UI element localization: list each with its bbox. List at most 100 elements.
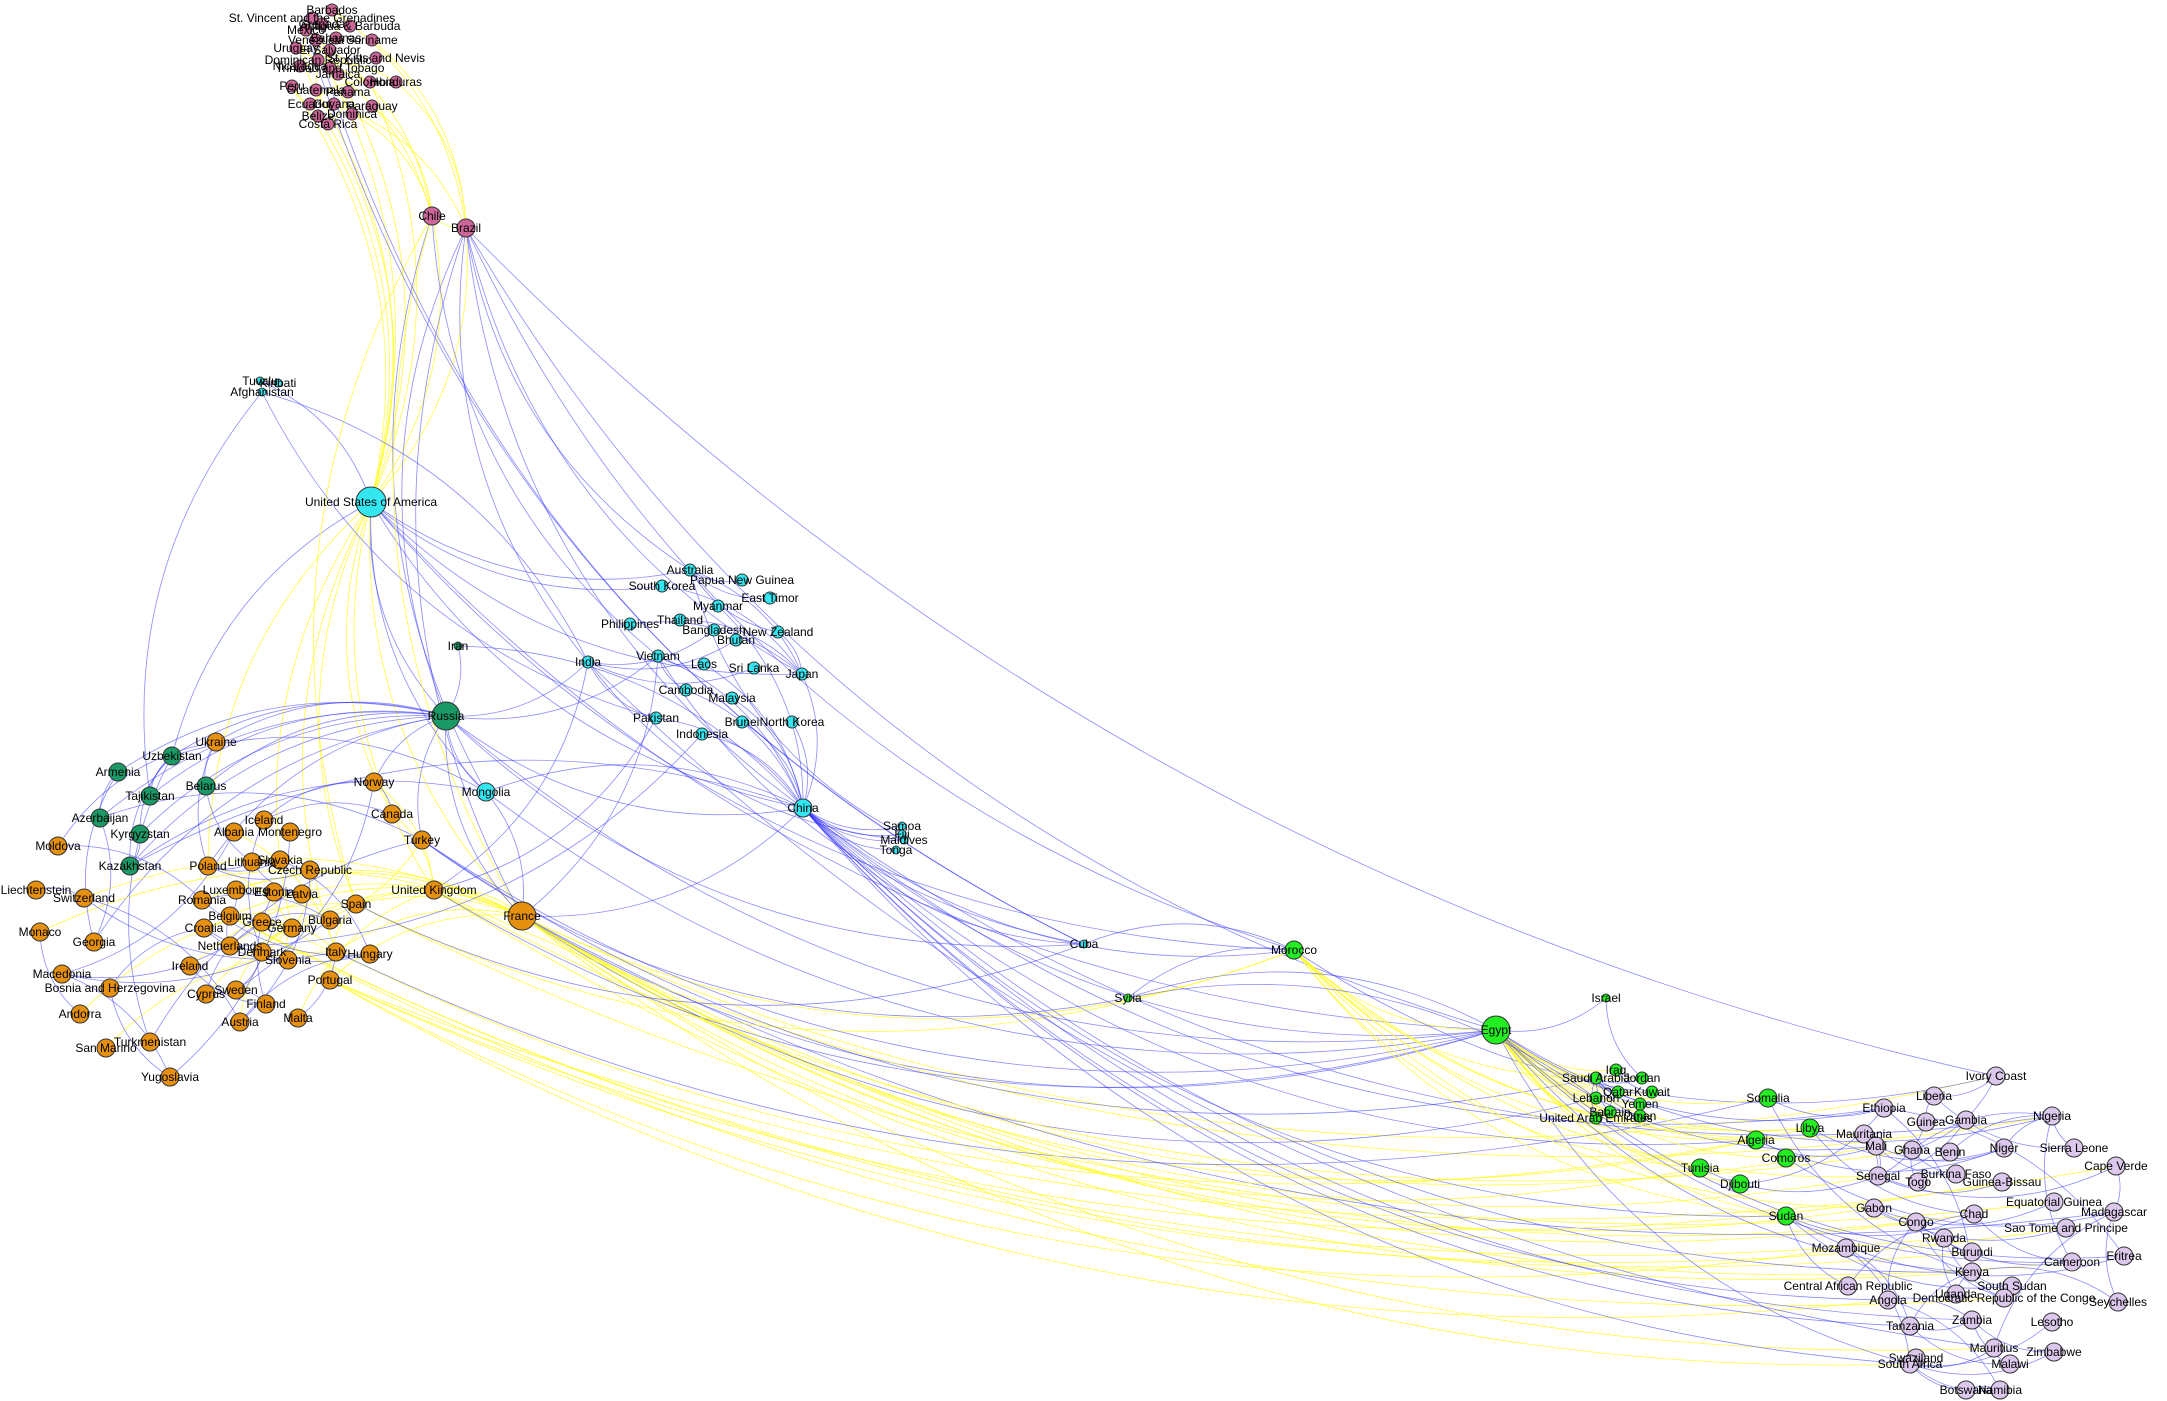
node-slovakia[interactable] — [270, 850, 290, 870]
node-mauritius[interactable] — [1984, 1338, 2004, 1358]
node-east-timor[interactable] — [763, 591, 777, 605]
node-nigeria[interactable] — [2042, 1106, 2062, 1126]
node-ethiopia[interactable] — [1874, 1098, 1894, 1118]
node-barbados[interactable] — [325, 3, 339, 17]
node-democratic-republic-of-the-congo[interactable] — [1994, 1288, 2014, 1308]
node-kuwait[interactable] — [1645, 1085, 1659, 1099]
node-oman[interactable] — [1633, 1109, 1647, 1123]
node-bahamas[interactable] — [329, 31, 343, 45]
node-albania[interactable] — [224, 822, 244, 842]
node-tajikistan[interactable] — [140, 786, 160, 806]
node-north-korea[interactable] — [785, 715, 799, 729]
node-tonga[interactable] — [891, 845, 901, 855]
node-thailand[interactable] — [673, 613, 687, 627]
node-cambodia[interactable] — [679, 683, 693, 697]
node-niger[interactable] — [1994, 1138, 2014, 1158]
node-yugoslavia[interactable] — [160, 1067, 180, 1087]
node-ghana[interactable] — [1902, 1140, 1922, 1160]
node-angola[interactable] — [1878, 1290, 1898, 1310]
node-estonia[interactable] — [264, 882, 284, 902]
node-nicaragua[interactable] — [293, 59, 307, 73]
node-dominican-republic[interactable] — [311, 53, 325, 67]
node-tunisia[interactable] — [1690, 1158, 1710, 1178]
node-croatia[interactable] — [194, 918, 214, 938]
node-myanmar[interactable] — [711, 599, 725, 613]
node-netherlands[interactable] — [220, 936, 240, 956]
node-costa-rica[interactable] — [321, 117, 335, 131]
node-russia[interactable] — [431, 701, 461, 731]
node-liberia[interactable] — [1924, 1086, 1944, 1106]
node-senegal[interactable] — [1868, 1166, 1888, 1186]
node-uruguay[interactable] — [289, 41, 303, 55]
node-united-arab-emirates[interactable] — [1589, 1111, 1603, 1125]
node-india[interactable] — [581, 655, 595, 669]
node-france[interactable] — [507, 901, 537, 931]
node-new-zealand[interactable] — [771, 625, 785, 639]
node-mozambique[interactable] — [1836, 1238, 1856, 1258]
node-bulgaria[interactable] — [320, 910, 340, 930]
node-morocco[interactable] — [1284, 940, 1304, 960]
node-monaco[interactable] — [30, 922, 50, 942]
node-namibia[interactable] — [1990, 1380, 2010, 1400]
node-colombia[interactable] — [363, 75, 377, 89]
node-pakistan[interactable] — [649, 711, 663, 725]
node-malawi[interactable] — [2000, 1354, 2020, 1374]
node-iraq[interactable] — [1609, 1063, 1623, 1077]
node-sao-tome-and-principe[interactable] — [2056, 1218, 2076, 1238]
node-comoros[interactable] — [1776, 1148, 1796, 1168]
node-turkey[interactable] — [412, 830, 432, 850]
node-antigua-barbuda[interactable] — [343, 19, 357, 33]
node-italy[interactable] — [326, 942, 346, 962]
node-venezuela[interactable] — [309, 33, 323, 47]
node-ivory-coast[interactable] — [1986, 1066, 2006, 1086]
node-san-marino[interactable] — [96, 1038, 116, 1058]
node-vietnam[interactable] — [651, 649, 665, 663]
node-israel[interactable] — [1601, 993, 1611, 1003]
node-uganda[interactable] — [1946, 1284, 1966, 1304]
node-ecuador[interactable] — [303, 97, 317, 111]
node-papua-new-guinea[interactable] — [735, 573, 749, 587]
node-central-african-republic[interactable] — [1838, 1276, 1858, 1296]
node-australia[interactable] — [683, 563, 697, 577]
node-dominica[interactable] — [345, 107, 359, 121]
node-czech-republic[interactable] — [300, 860, 320, 880]
node-malaysia[interactable] — [725, 691, 739, 705]
node-iran[interactable] — [453, 641, 463, 651]
node-panama[interactable] — [341, 85, 355, 99]
node-tuvalu[interactable] — [255, 376, 265, 386]
node-macedonia[interactable] — [52, 964, 72, 984]
node-lesotho[interactable] — [2042, 1312, 2062, 1332]
node-south-africa[interactable] — [1900, 1354, 1920, 1374]
node-eritrea[interactable] — [2114, 1246, 2134, 1266]
node-bhutan[interactable] — [729, 633, 743, 647]
node-chad[interactable] — [1964, 1204, 1984, 1224]
node-jordan[interactable] — [1635, 1071, 1649, 1085]
node-belize[interactable] — [311, 109, 325, 123]
node-el-salvador[interactable] — [323, 43, 337, 57]
node-malta[interactable] — [288, 1008, 308, 1028]
node-zimbabwe[interactable] — [2044, 1342, 2064, 1362]
node-jamaica[interactable] — [331, 67, 345, 81]
node-afghanistan[interactable] — [257, 387, 267, 397]
node-denmark[interactable] — [252, 942, 272, 962]
node-cuba[interactable] — [1079, 939, 1089, 949]
node-moldova[interactable] — [48, 836, 68, 856]
node-burundi[interactable] — [1962, 1242, 1982, 1262]
node-kiribati[interactable] — [273, 378, 283, 388]
node-turkmenistan[interactable] — [140, 1032, 160, 1052]
node-kyrgyzstan[interactable] — [130, 824, 150, 844]
node-andorra[interactable] — [70, 1004, 90, 1024]
node-germany[interactable] — [282, 918, 302, 938]
node-slovenia[interactable] — [278, 950, 298, 970]
node-egypt[interactable] — [1481, 1015, 1511, 1045]
node-congo[interactable] — [1906, 1212, 1926, 1232]
node-saudi-arabia[interactable] — [1589, 1071, 1603, 1085]
node-st-kitts-and-nevis[interactable] — [369, 51, 383, 65]
node-sri-lanka[interactable] — [747, 661, 761, 675]
node-liechtenstein[interactable] — [26, 880, 46, 900]
node-gambia[interactable] — [1956, 1110, 1976, 1130]
node-switzerland[interactable] — [74, 888, 94, 908]
node-bosnia-and-herzegovina[interactable] — [100, 978, 120, 998]
node-belarus[interactable] — [196, 776, 216, 796]
node-mexico[interactable] — [299, 23, 313, 37]
